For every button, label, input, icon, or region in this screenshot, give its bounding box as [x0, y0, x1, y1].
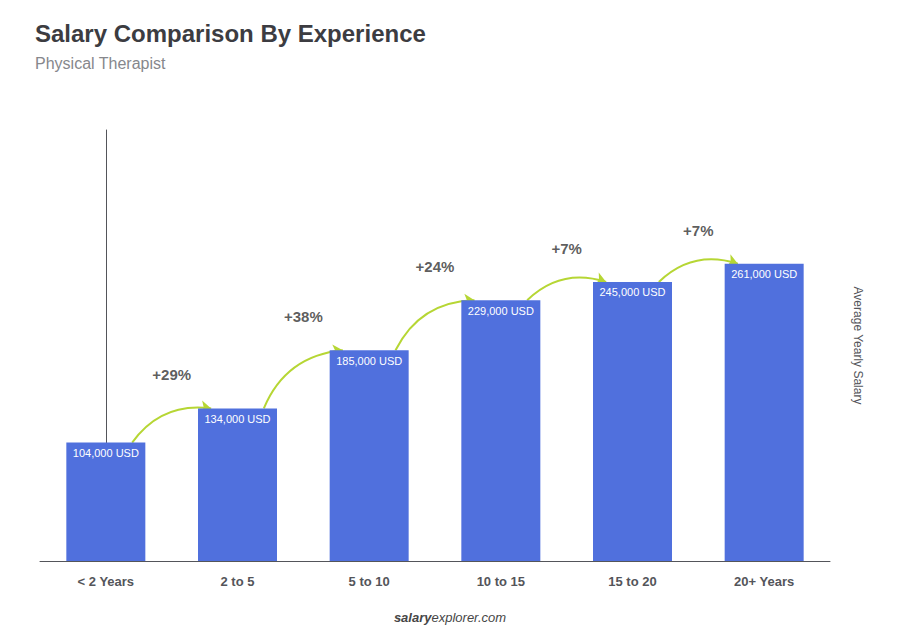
svg-text:+24%: +24%: [416, 258, 455, 275]
svg-text:261,000 USD: 261,000 USD: [731, 268, 797, 280]
svg-text:< 2 Years: < 2 Years: [78, 574, 135, 589]
svg-text:Physical Therapist: Physical Therapist: [35, 55, 166, 72]
svg-text:Average Yearly Salary: Average Yearly Salary: [851, 287, 865, 405]
svg-text:Salary Comparison By Experienc: Salary Comparison By Experience: [35, 20, 426, 47]
svg-text:10 to 15: 10 to 15: [477, 574, 525, 589]
svg-text:2 to 5: 2 to 5: [221, 574, 255, 589]
svg-text:salary: salary: [394, 610, 432, 625]
svg-text:245,000 USD: 245,000 USD: [599, 286, 665, 298]
svg-text:+38%: +38%: [284, 308, 323, 325]
svg-text:+29%: +29%: [152, 366, 191, 383]
svg-text:5 to 10: 5 to 10: [349, 574, 390, 589]
svg-text:+7%: +7%: [683, 222, 713, 239]
svg-text:185,000 USD: 185,000 USD: [336, 355, 402, 367]
svg-text:+7%: +7%: [551, 240, 581, 257]
svg-text:229,000 USD: 229,000 USD: [468, 305, 534, 317]
svg-text:104,000 USD: 104,000 USD: [73, 447, 139, 459]
svg-text:15 to 20: 15 to 20: [608, 574, 656, 589]
svg-text:20+ Years: 20+ Years: [734, 574, 794, 589]
svg-text:134,000 USD: 134,000 USD: [204, 413, 270, 425]
svg-text:explorer.com: explorer.com: [431, 610, 506, 625]
